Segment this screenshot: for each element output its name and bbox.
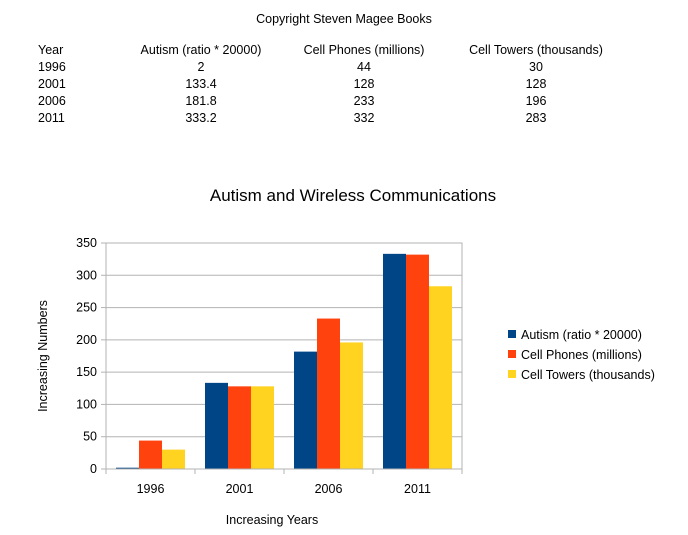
cell-cell-phones: 44 <box>357 60 371 74</box>
y-tick-label: 150 <box>76 365 97 379</box>
legend-swatch <box>508 350 516 358</box>
header-year: Year <box>38 43 64 57</box>
table-row: 1996 2 44 30 <box>22 59 628 76</box>
bar-1996-series-1 <box>116 467 139 469</box>
x-axis-label: Increasing Years <box>226 513 318 527</box>
legend-label: Cell Towers (thousands) <box>521 368 655 382</box>
cell-autism: 2 <box>197 60 205 74</box>
bar-2011-series-3 <box>429 286 452 469</box>
y-tick-labels: 0 50 100 150 200 250 300 350 <box>76 236 97 476</box>
legend-swatch <box>508 330 516 338</box>
data-table: Year Autism (ratio * 20000) Cell Phones … <box>22 42 628 127</box>
bar-2011-series-2 <box>406 254 429 469</box>
cell-autism: 181.8 <box>185 94 217 108</box>
bar-2001-series-3 <box>251 386 274 469</box>
x-tick-labels: 1996 2001 2006 2011 <box>137 482 431 496</box>
x-tick-label: 2001 <box>226 482 254 496</box>
x-tick-label: 2011 <box>404 482 431 496</box>
bar-1996-series-2 <box>139 440 162 469</box>
cell-year: 2006 <box>38 94 66 108</box>
x-tick-label: 2006 <box>315 482 343 496</box>
header-autism: Autism (ratio * 20000) <box>140 43 262 57</box>
bar-2006-series-1 <box>294 351 317 469</box>
cell-autism: 133.4 <box>185 77 217 91</box>
bar-2001-series-2 <box>228 386 251 469</box>
y-tick-label: 100 <box>76 397 97 411</box>
chart-title: Autism and Wireless Communications <box>210 186 496 205</box>
y-tick-label: 50 <box>83 430 97 444</box>
bar-1996-series-3 <box>162 449 185 469</box>
header-cell-phones: Cell Phones (millions) <box>303 43 425 57</box>
y-axis-label: Increasing Numbers <box>36 300 50 412</box>
cell-cell-phones: 332 <box>353 111 375 125</box>
chart-axes <box>101 242 463 474</box>
y-tick-label: 300 <box>76 268 97 282</box>
y-tick-label: 350 <box>76 236 97 250</box>
cell-cell-phones: 233 <box>353 94 375 108</box>
header-cell-towers: Cell Towers (thousands) <box>469 43 603 57</box>
bar-2001-series-1 <box>205 382 228 469</box>
table-header-row: Year Autism (ratio * 20000) Cell Phones … <box>22 42 628 59</box>
legend-swatch <box>508 370 516 378</box>
bar-2006-series-2 <box>317 318 340 469</box>
x-tick-label: 1996 <box>137 482 165 496</box>
legend-label: Autism (ratio * 20000) <box>521 328 642 342</box>
copyright-text: Copyright Steven Magee Books <box>256 12 432 26</box>
cell-cell-towers: 30 <box>529 60 543 74</box>
cell-cell-towers: 283 <box>525 111 547 125</box>
cell-year: 2001 <box>38 77 66 91</box>
table-row: 2006 181.8 233 196 <box>22 93 628 110</box>
cell-year: 2011 <box>38 111 65 125</box>
y-tick-label: 200 <box>76 333 97 347</box>
cell-cell-phones: 128 <box>353 77 375 91</box>
cell-year: 1996 <box>38 60 66 74</box>
chart-bars <box>116 253 452 469</box>
chart-legend: Autism (ratio * 20000) Cell Phones (milli… <box>508 328 655 382</box>
cell-cell-towers: 128 <box>525 77 547 91</box>
y-tick-label: 250 <box>76 301 97 315</box>
cell-cell-towers: 196 <box>525 94 547 108</box>
bar-2006-series-3 <box>340 342 363 469</box>
cell-autism: 333.2 <box>185 111 217 125</box>
table-row: 2001 133.4 128 128 <box>22 76 628 93</box>
legend-label: Cell Phones (millions) <box>521 348 642 362</box>
table-row: 2011 333.2 332 283 <box>22 110 628 127</box>
bar-2011-series-1 <box>383 253 406 469</box>
y-tick-label: 0 <box>90 462 97 476</box>
